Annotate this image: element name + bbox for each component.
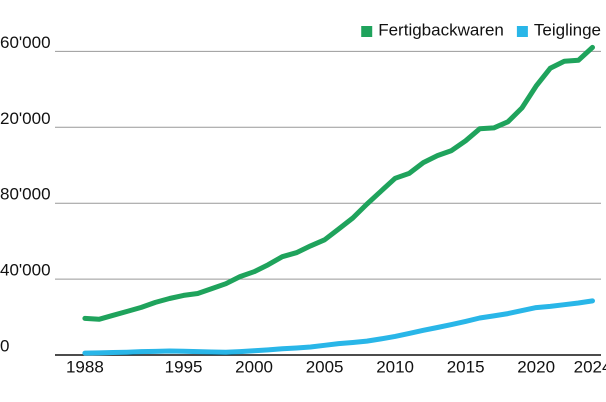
y-tick-label: 60'000 — [0, 33, 51, 52]
x-tick-label: 2020 — [517, 357, 555, 376]
x-tick-label: 1988 — [66, 357, 104, 376]
x-tick-label: 1995 — [165, 357, 203, 376]
x-tick-label: 2010 — [376, 357, 414, 376]
y-tick-label: 20'000 — [0, 109, 51, 128]
legend-label: Fertigbackwaren — [378, 20, 504, 39]
legend-swatch — [516, 26, 528, 37]
x-tick-label: 2005 — [306, 357, 344, 376]
series-line — [82, 44, 595, 322]
legend-label: Teiglinge — [534, 20, 601, 39]
x-tick-label: 2024 — [574, 357, 606, 376]
y-tick-label: 80'000 — [0, 185, 51, 204]
x-tick-label: 2015 — [447, 357, 485, 376]
y-tick-label: 0 — [0, 336, 9, 355]
x-tick-label: 2000 — [235, 357, 273, 376]
legend-swatch — [361, 26, 373, 37]
y-tick-label: 40'000 — [0, 261, 51, 280]
series-line — [82, 298, 595, 356]
